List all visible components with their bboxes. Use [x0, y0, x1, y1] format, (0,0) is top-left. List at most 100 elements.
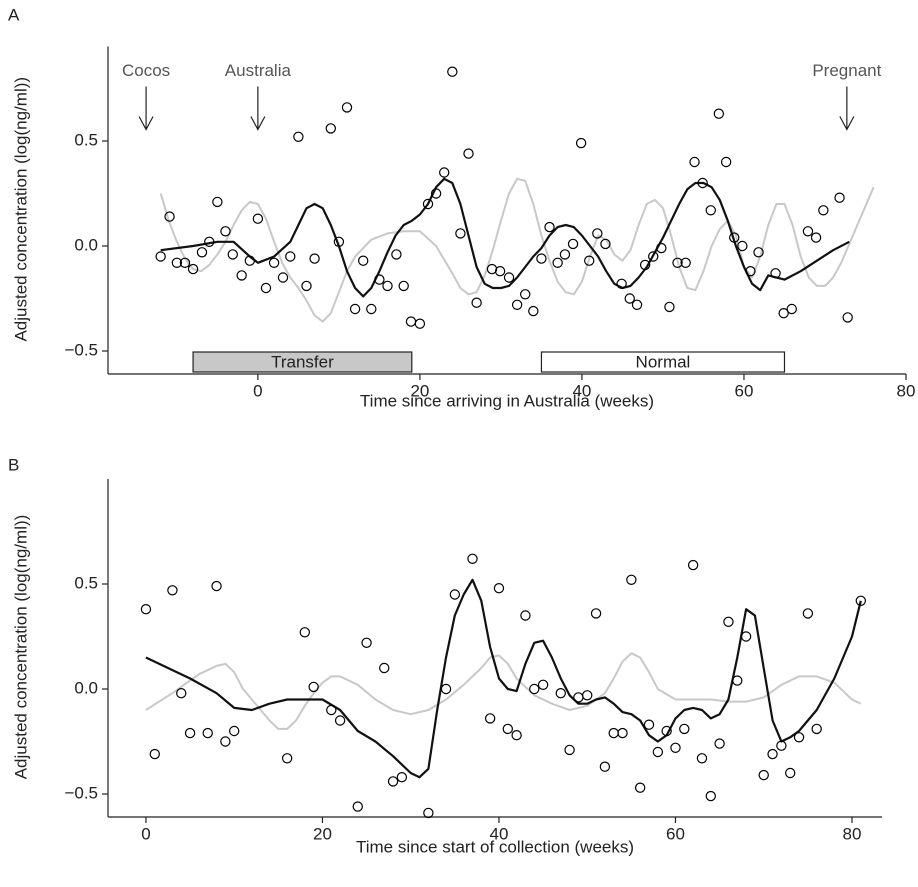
- data-point: [423, 807, 434, 819]
- period-box: [540, 351, 786, 373]
- data-point: [631, 299, 643, 310]
- data-point: [511, 730, 522, 741]
- data-point: [211, 580, 222, 592]
- data-point: [529, 683, 540, 695]
- x-tick-label: 0: [253, 381, 262, 400]
- data-point: [776, 740, 787, 751]
- data-point: [536, 253, 547, 264]
- data-point: [617, 727, 628, 739]
- data-point: [361, 637, 372, 649]
- data-point: [334, 715, 346, 726]
- y-tick-label: −0.5: [64, 340, 98, 359]
- data-point: [268, 257, 280, 268]
- data-point: [575, 137, 587, 149]
- data-point: [520, 610, 531, 621]
- data-point: [842, 312, 853, 323]
- data-point: [309, 253, 320, 264]
- data-point: [810, 232, 822, 243]
- annotation-arrow: [839, 86, 855, 131]
- data-point: [608, 727, 619, 739]
- data-point: [167, 585, 178, 596]
- data-point: [648, 251, 659, 262]
- data-point: [599, 761, 611, 772]
- data-point: [301, 280, 312, 292]
- data-point: [818, 205, 829, 216]
- data-point: [767, 748, 778, 760]
- data-point: [184, 727, 196, 739]
- x-tick-label: 60: [666, 824, 685, 843]
- data-point: [582, 690, 593, 701]
- data-point: [652, 746, 664, 758]
- data-point: [745, 266, 756, 277]
- data-point: [382, 280, 393, 292]
- annotation: Australia: [225, 61, 292, 80]
- data-point: [670, 742, 681, 754]
- data-point: [308, 681, 319, 693]
- smooth-line: [145, 578, 862, 779]
- data-point: [285, 251, 296, 262]
- data-point: [387, 776, 399, 787]
- data-point: [325, 123, 336, 134]
- data-point: [244, 255, 255, 266]
- data-point: [349, 303, 361, 315]
- data-point: [484, 713, 496, 724]
- data-point: [333, 236, 345, 247]
- data-point: [714, 738, 725, 749]
- y-tick-label: −0.5: [64, 783, 98, 802]
- data-point: [366, 303, 377, 315]
- annotation: Pregnant: [812, 61, 881, 80]
- data-point: [281, 753, 293, 764]
- data-point: [204, 236, 215, 247]
- data-point: [592, 228, 603, 239]
- data-point: [212, 196, 223, 208]
- data-point: [559, 249, 571, 260]
- y-axis-label: Adjusted concentration (log(ng/ml)): [11, 515, 30, 780]
- data-point: [634, 782, 646, 793]
- data-point: [220, 226, 231, 237]
- data-point: [584, 255, 595, 266]
- data-point: [564, 744, 575, 756]
- data-point: [414, 318, 426, 329]
- data-point: [793, 732, 805, 743]
- data-point: [723, 616, 734, 628]
- data-point: [537, 679, 549, 691]
- x-tick-label: 20: [313, 824, 332, 843]
- data-point: [753, 247, 764, 258]
- data-point: [299, 627, 311, 638]
- data-point: [855, 595, 867, 607]
- data-point: [705, 205, 716, 216]
- data-point: [447, 66, 458, 77]
- panel: A −0.5 0.0 0.5 0 20 40 60 80 Time since arriving …: [8, 5, 915, 410]
- data-point: [802, 226, 814, 237]
- data-point: [502, 723, 513, 735]
- data-point: [374, 274, 385, 285]
- data-point: [326, 704, 337, 716]
- data-point: [696, 753, 708, 764]
- data-point: [196, 247, 208, 258]
- data-point: [834, 192, 845, 203]
- data-point: [661, 725, 672, 737]
- data-point: [277, 272, 289, 283]
- data-point: [600, 238, 611, 250]
- y-tick-label: 0.0: [74, 678, 98, 697]
- period-box: [192, 351, 413, 373]
- x-axis-label: Time since arriving in Australia (weeks): [360, 391, 654, 410]
- data-point: [471, 297, 482, 308]
- smooth-line: [160, 177, 850, 298]
- data-point: [391, 249, 402, 260]
- data-point: [430, 188, 442, 199]
- x-axis-label: Time since start of collection (weeks): [356, 837, 634, 856]
- smooth-line: [145, 652, 862, 730]
- data-point: [236, 270, 247, 281]
- data-point: [229, 725, 240, 737]
- data-point: [455, 228, 466, 239]
- data-point: [357, 255, 369, 266]
- x-tick-label: 0: [141, 824, 150, 843]
- data-point: [463, 148, 474, 159]
- data-point: [737, 240, 748, 252]
- data-point: [440, 683, 452, 695]
- data-point: [643, 719, 655, 730]
- data-point: [573, 692, 584, 703]
- data-point: [252, 213, 264, 224]
